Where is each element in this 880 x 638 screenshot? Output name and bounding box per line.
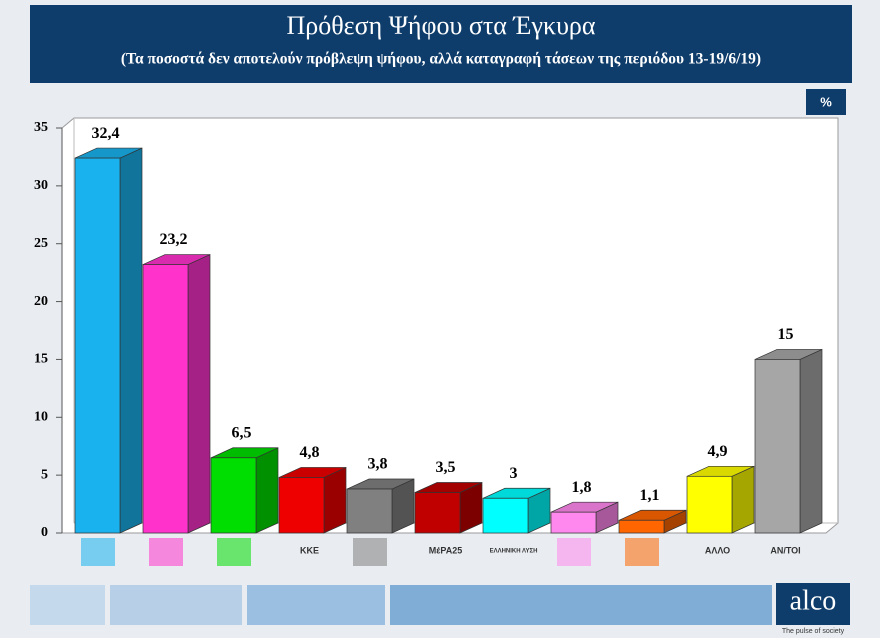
bar xyxy=(142,264,189,534)
bar xyxy=(618,519,665,534)
y-tick-label: 15 xyxy=(34,352,48,367)
bar xyxy=(414,492,461,534)
bar-side xyxy=(323,466,347,534)
value-label: 3,8 xyxy=(368,456,388,473)
logo-box xyxy=(776,583,850,625)
x-tick-label: ΑΛΛΟ xyxy=(705,545,730,555)
brand: alco xyxy=(790,585,837,616)
value-label: 1,1 xyxy=(640,487,660,504)
value-label: 4,8 xyxy=(300,444,320,461)
unit-label: % xyxy=(820,94,832,109)
tagline: The pulse of society xyxy=(782,628,845,635)
footer-block xyxy=(247,585,385,625)
bar xyxy=(74,157,121,534)
footer-block xyxy=(110,585,242,625)
bar xyxy=(686,475,733,534)
footer-block xyxy=(30,585,105,625)
bar xyxy=(210,457,257,534)
value-label: 3 xyxy=(510,465,518,482)
value-label: 6,5 xyxy=(232,424,252,441)
party-logo xyxy=(81,538,115,566)
value-label: 1,8 xyxy=(572,479,592,496)
party-logo xyxy=(353,538,387,566)
x-tick-label: ΕΛΛΗΝΙΚΗ ΛΥΣΗ xyxy=(490,549,538,555)
party-logo xyxy=(557,538,591,566)
y-tick-label: 25 xyxy=(34,236,48,251)
y-tick-label: 10 xyxy=(34,410,48,425)
y-tick-label: 20 xyxy=(34,294,48,309)
y-tick-label: 0 xyxy=(41,525,48,540)
bar-side xyxy=(255,447,279,534)
bar xyxy=(550,511,597,534)
y-tick-label: 30 xyxy=(34,178,48,193)
x-tick-label: ΜέΡΑ25 xyxy=(429,545,462,555)
value-label: 3,5 xyxy=(436,459,456,476)
footer-block xyxy=(390,585,772,625)
header xyxy=(30,5,852,83)
party-logo xyxy=(217,538,251,566)
chart-subtitle: (Τα ποσοστά δεν αποτελούν πρόβλεψη ψήφου… xyxy=(121,51,761,68)
x-tick-label: ΑΝ/ΤΟΙ xyxy=(770,545,800,555)
bar-side xyxy=(119,147,143,534)
y-tick-label: 35 xyxy=(34,120,48,135)
y-tick-label: 5 xyxy=(41,467,48,482)
party-logo xyxy=(625,538,659,566)
bar-side xyxy=(799,348,823,534)
value-label: 23,2 xyxy=(160,231,188,248)
bar xyxy=(754,359,801,534)
bar xyxy=(482,497,529,534)
value-label: 32,4 xyxy=(92,125,120,142)
bar xyxy=(278,477,325,534)
bar-side xyxy=(731,465,755,534)
party-logo xyxy=(149,538,183,566)
value-label: 4,9 xyxy=(708,443,728,460)
x-tick-label: ΚΚΕ xyxy=(300,545,319,555)
value-label: 15 xyxy=(778,326,794,343)
chart-title: Πρόθεση Ψήφου στα Έγκυρα xyxy=(286,11,595,40)
bar xyxy=(346,488,393,534)
bar-side xyxy=(187,253,211,534)
unit-box xyxy=(806,89,846,115)
